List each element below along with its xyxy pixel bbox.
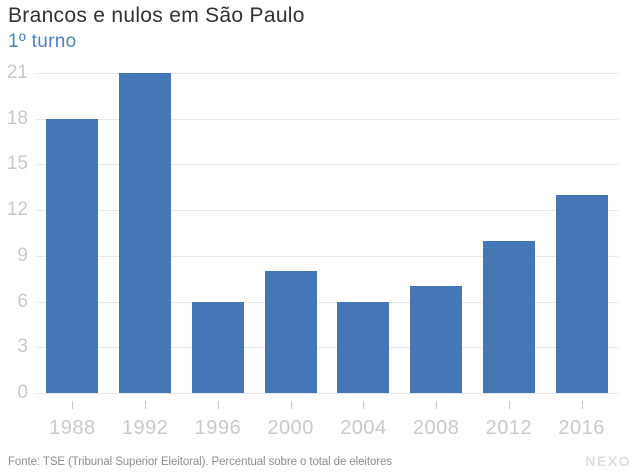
x-axis-tick-label: 2008 [412,417,460,439]
x-axis-tick [508,401,510,409]
x-axis-tick [436,401,438,409]
x-axis-tick [290,401,292,409]
gridline-15 [36,164,618,166]
bar-1996 [191,301,244,393]
x-axis-tick-label: 2016 [558,417,605,439]
gridline-12 [36,210,618,212]
x-axis-tick-label: 1992 [121,417,169,439]
x-axis-tick [217,401,219,409]
source-note: Fonte: TSE (Tribunal Superior Eleitoral)… [8,456,392,468]
x-axis-tick [145,401,147,409]
y-axis-tick-label: 0 [17,382,28,403]
x-axis-tick-label: 1996 [194,417,242,439]
y-axis-tick-label: 21 [6,62,28,83]
gridline-3 [36,347,618,349]
chart-subtitle: 1º turno [8,31,77,52]
y-axis-tick-label: 15 [6,153,28,175]
y-axis-tick-label: 9 [17,244,28,266]
x-axis-tick [363,401,365,409]
bar-1992 [119,73,172,393]
bar-1988 [46,118,99,393]
bar-2012 [482,240,535,393]
y-axis-tick-label: 3 [17,336,28,358]
x-axis-tick [72,401,74,409]
bar-2016 [555,194,608,393]
gridline-9 [36,255,618,257]
x-axis-tick-label: 1988 [49,417,96,439]
y-axis-tick-label: 6 [17,290,28,312]
x-axis-tick-label: 2000 [267,417,314,439]
gridline-0 [36,393,618,394]
brand-logo: NEXO [585,453,631,469]
y-axis-tick-label: 12 [6,199,28,221]
chart-title: Brancos e nulos em São Paulo [8,4,305,27]
gridline-21 [36,73,618,74]
gridline-6 [36,301,618,303]
y-axis-tick-label: 18 [6,107,28,129]
x-axis-tick-label: 2004 [340,417,387,439]
bar-2008 [410,286,463,393]
x-axis-tick [581,401,583,409]
gridline-18 [36,118,618,120]
bar-2000 [264,271,317,393]
x-axis-tick-label: 2012 [485,417,533,439]
bar-2004 [337,301,390,393]
